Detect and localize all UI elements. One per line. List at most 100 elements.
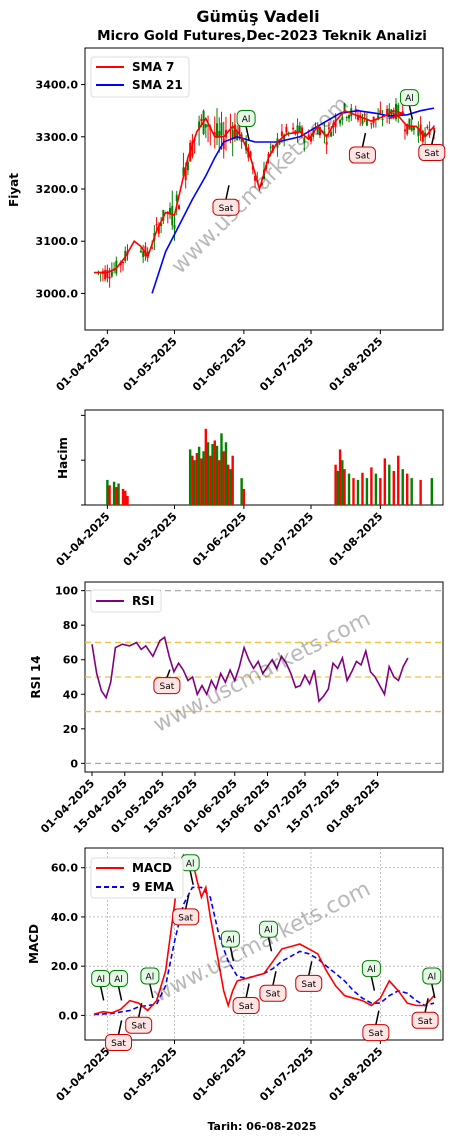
- price-ytick-label: 3100.0: [36, 235, 79, 248]
- volume-bar: [343, 469, 346, 505]
- volume-bar: [388, 464, 391, 505]
- candle-body: [334, 119, 337, 127]
- price-ytick-label: 3400.0: [36, 79, 79, 92]
- volume-bar: [213, 440, 216, 505]
- candle-body: [309, 136, 312, 142]
- price-annotation-box: [348, 146, 376, 164]
- volume-bar: [374, 473, 378, 505]
- volume-bar: [338, 449, 342, 505]
- candle-body: [233, 124, 236, 139]
- candle-body: [327, 127, 330, 129]
- macd-annotation-box: [105, 1033, 133, 1051]
- macd-legend: MACD 9 EMA: [90, 857, 184, 899]
- macd-xtick-label: 01-04-2025: [54, 1045, 113, 1104]
- macd-annotation-box: [232, 997, 260, 1015]
- rsi-ytick-label: 80: [63, 619, 79, 632]
- candle-body: [280, 131, 283, 137]
- candle-body: [110, 271, 113, 277]
- candle-body: [298, 125, 301, 133]
- rsi-ytick-label: 0: [70, 757, 78, 770]
- candle-body: [365, 120, 368, 126]
- candle-body: [330, 131, 333, 137]
- candle-body: [162, 209, 165, 221]
- volume-xtick-label: 01-05-2025: [121, 510, 180, 569]
- candle-body: [204, 124, 207, 128]
- candle-body: [397, 104, 400, 117]
- chart-subtitle: Micro Gold Futures,Dec-2023 Teknik Anali…: [97, 28, 427, 44]
- macd-annotation-sat: Sat: [178, 913, 193, 923]
- volume-bar: [202, 451, 205, 505]
- candle-body: [424, 132, 427, 137]
- volume-xtick-label: 01-06-2025: [190, 510, 249, 569]
- legend-ema: 9 EMA: [132, 880, 175, 894]
- candle-body: [325, 141, 328, 145]
- price-annotation-arrow: [408, 105, 414, 120]
- macd-annotation-box: [362, 1024, 390, 1042]
- price-annotation-arrow: [361, 132, 367, 148]
- macd-annotation-al: Al: [186, 859, 195, 869]
- macd-annotation-box: [411, 1011, 439, 1029]
- rsi-line: [91, 635, 409, 703]
- macd-annotation-sat: Sat: [239, 1002, 254, 1012]
- candle-body: [386, 108, 389, 116]
- macd-annotation-arrow: [424, 998, 429, 1013]
- price-legend: SMA 7 SMA 21: [90, 56, 190, 98]
- candle-body: [198, 121, 201, 130]
- volume-bar: [211, 444, 214, 505]
- candle-body: [419, 124, 422, 135]
- volume-bar: [379, 478, 382, 505]
- candle-body: [184, 167, 187, 181]
- candle-body: [285, 126, 288, 133]
- candle-body: [421, 130, 424, 142]
- macd-annotation-al: Al: [114, 975, 123, 985]
- macd-annotation-box: [140, 967, 160, 985]
- volume-bar: [240, 478, 243, 505]
- volume-bar: [227, 464, 230, 505]
- candle-body: [122, 262, 125, 264]
- legend-sma7: SMA 7: [132, 60, 174, 74]
- price-annotation-al: Al: [242, 115, 251, 125]
- volume-bar: [336, 470, 340, 505]
- macd-annotation-arrow: [375, 1010, 380, 1025]
- candle-body: [377, 115, 380, 120]
- macd-annotation-box: [361, 960, 381, 978]
- rsi-legend: RSI: [90, 589, 162, 613]
- macd-annotation-arrow: [370, 976, 376, 991]
- volume-bar: [334, 464, 337, 505]
- volume-ylabel: Hacim: [56, 437, 70, 479]
- macd-xtick-label: 01-06-2025: [190, 1045, 249, 1104]
- candle-body: [296, 125, 299, 134]
- macd-annotation-box: [220, 930, 240, 948]
- macd-annotation-arrow: [99, 986, 105, 1001]
- macd-annotation-arrow: [229, 946, 235, 962]
- price-annotation-sat: Sat: [424, 149, 439, 159]
- candle-body: [155, 224, 158, 226]
- volume-bar: [200, 458, 203, 505]
- candle-body: [231, 130, 234, 140]
- candle-body: [236, 130, 239, 141]
- macd-annotation-sat: Sat: [418, 1017, 433, 1027]
- macd-annotation-sat: Sat: [111, 1039, 126, 1049]
- candle-body: [171, 206, 174, 226]
- macd-annotation-box: [295, 974, 323, 992]
- volume-xtick-label: 01-07-2025: [257, 510, 316, 569]
- volume-bar: [352, 478, 355, 505]
- candle-body: [318, 127, 321, 136]
- candle-body: [220, 122, 223, 136]
- macd-xtick-label: 01-05-2025: [121, 1045, 180, 1104]
- price-xtick-label: 01-04-2025: [54, 335, 113, 394]
- volume-frame: [84, 409, 444, 506]
- macd-annotation-arrow: [245, 983, 250, 998]
- volume-bar: [347, 473, 351, 505]
- price-annotation-sat: Sat: [219, 204, 234, 214]
- macd-line: [93, 853, 435, 1015]
- candle-body: [408, 118, 411, 130]
- candle-body: [426, 126, 429, 129]
- candle-body: [249, 151, 252, 157]
- candle-body: [186, 161, 189, 171]
- volume-bar: [115, 487, 118, 505]
- price-ytick-label: 3200.0: [36, 183, 79, 196]
- volume-bar: [209, 455, 212, 505]
- macd-annotation-box: [258, 920, 278, 938]
- price-xtick-label: 01-08-2025: [327, 335, 386, 394]
